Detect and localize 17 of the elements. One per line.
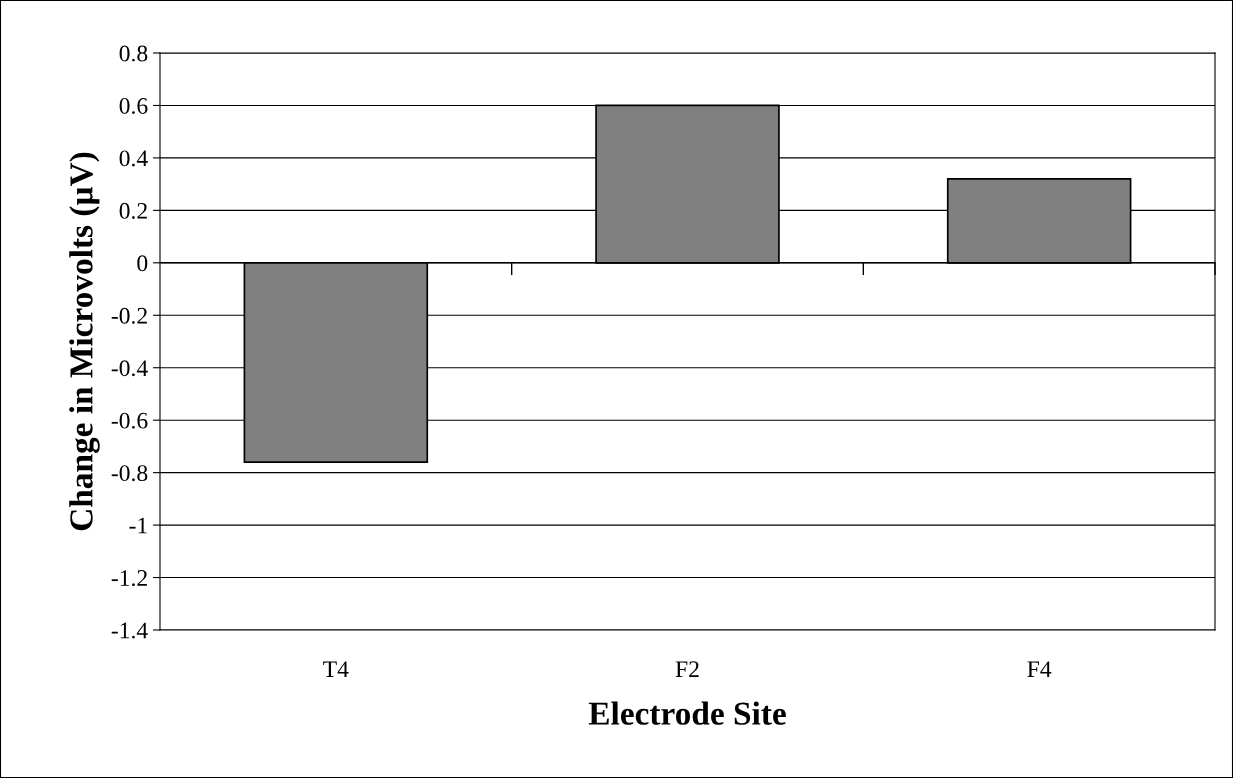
y-tick-label: 0.2 [119, 202, 147, 219]
y-tick-label: 0.4 [119, 150, 148, 167]
x-tick-label: T4 [323, 661, 349, 677]
y-tick-label: -0.6 [111, 412, 148, 429]
y-axis-title: Change in Microvolts (µV) [69, 152, 100, 531]
y-tick-label: 0.8 [119, 45, 148, 62]
y-tick-label: -0.4 [111, 360, 148, 377]
x-tick-label: F2 [675, 661, 699, 677]
x-axis-title: Electrode Site [588, 701, 786, 725]
y-tick-label: -1 [129, 517, 147, 534]
y-tick-label: -1.2 [111, 570, 147, 587]
y-tick-label: -0.8 [111, 465, 148, 482]
x-tick-label: F4 [1027, 661, 1052, 677]
y-tick-label: 0 [137, 255, 148, 272]
y-tick-label: -1.4 [111, 622, 148, 639]
y-tick-label: 0.6 [119, 97, 148, 114]
y-tick-label: -0.2 [111, 307, 147, 324]
